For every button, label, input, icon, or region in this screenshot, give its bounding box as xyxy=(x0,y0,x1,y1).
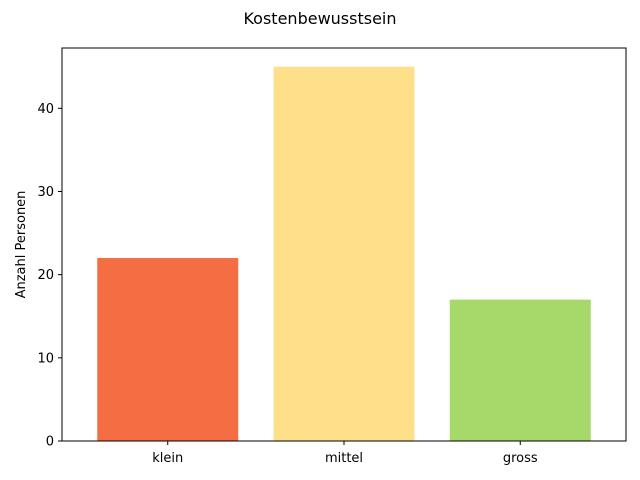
chart-title: Kostenbewusstsein xyxy=(243,9,396,28)
bars-group xyxy=(97,66,591,441)
y-axis-label: Anzahl Personen xyxy=(14,191,29,299)
bar-mittel xyxy=(273,66,415,441)
y-tick-label: 30 xyxy=(37,185,54,200)
x-tick-label: klein xyxy=(152,451,183,466)
x-tick-label: gross xyxy=(503,451,538,466)
y-tick-label: 20 xyxy=(37,268,54,283)
plot-frame xyxy=(61,47,627,442)
y-tick-label: 40 xyxy=(37,102,54,117)
x-axis-ticks: klein mittel gross xyxy=(152,441,538,466)
bar-gross xyxy=(449,299,591,441)
bar-klein xyxy=(97,258,239,441)
y-axis-ticks: 0 10 20 30 40 xyxy=(37,102,62,450)
x-tick-label: mittel xyxy=(325,451,363,466)
y-tick-label: 0 xyxy=(46,435,54,450)
y-tick-label: 10 xyxy=(37,351,54,366)
